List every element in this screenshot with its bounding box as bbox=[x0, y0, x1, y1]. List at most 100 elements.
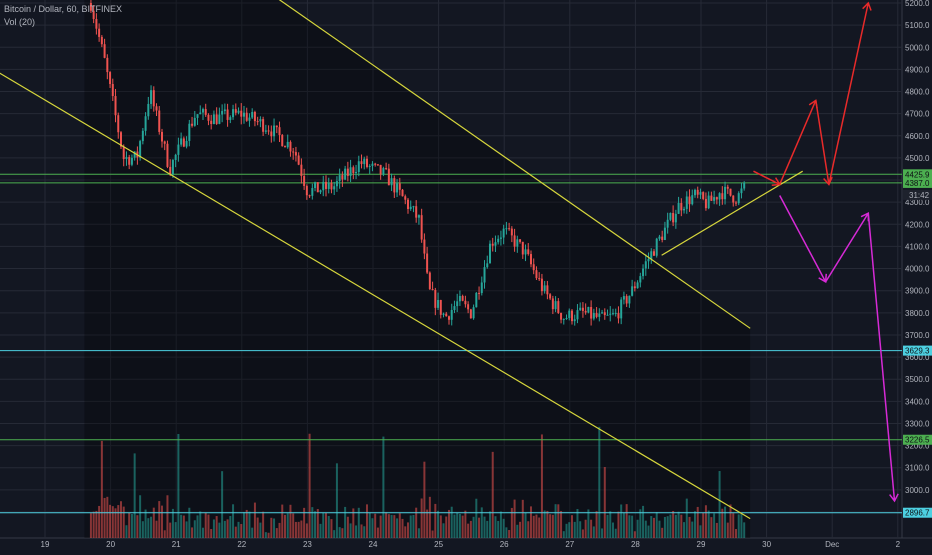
candle-body bbox=[617, 313, 620, 319]
projection-segment[interactable] bbox=[753, 170, 781, 186]
candle-body bbox=[128, 157, 131, 165]
candle-body bbox=[188, 123, 191, 141]
time-tick-label: 22 bbox=[237, 540, 246, 549]
candle-body bbox=[519, 239, 522, 242]
chart-legend: Bitcoin / Dollar, 60, BITFINEX Vol (20) bbox=[4, 3, 122, 29]
candle-body bbox=[644, 261, 647, 269]
candle-body bbox=[98, 28, 101, 37]
volume-bar bbox=[191, 527, 194, 538]
candle-body bbox=[480, 282, 483, 294]
volume-bar bbox=[502, 518, 505, 538]
candle-body bbox=[109, 72, 112, 84]
volume-bar bbox=[691, 521, 694, 538]
projection-segment[interactable] bbox=[825, 212, 869, 283]
volume-bar bbox=[519, 521, 522, 538]
volume-bar bbox=[486, 520, 489, 538]
candle-body bbox=[379, 164, 382, 175]
volume-bar bbox=[371, 518, 374, 538]
volume-bar bbox=[89, 513, 92, 538]
candle-body bbox=[303, 176, 306, 186]
candle-body bbox=[251, 112, 254, 118]
price-tick-label: 3500.0 bbox=[905, 375, 930, 384]
volume-bar bbox=[737, 514, 740, 538]
volume-bar bbox=[663, 516, 666, 538]
volume-indicator-label[interactable]: Vol (20) bbox=[4, 17, 36, 27]
trend-line-channel-upper[interactable] bbox=[275, 0, 751, 329]
candle-body bbox=[642, 268, 645, 277]
candle-body bbox=[385, 168, 388, 170]
candle-body bbox=[316, 182, 319, 193]
projection-segment[interactable] bbox=[815, 100, 830, 185]
trend-line-channel-lower[interactable] bbox=[0, 65, 751, 520]
volume-bar bbox=[264, 532, 267, 538]
volume-bar bbox=[579, 521, 582, 538]
candle-body bbox=[273, 125, 276, 137]
volume-bar bbox=[524, 512, 527, 538]
candle-body bbox=[598, 313, 601, 317]
candle-body bbox=[557, 301, 560, 313]
volume-bar bbox=[729, 504, 732, 538]
price-tick-label: 3800.0 bbox=[905, 309, 930, 318]
candle-body bbox=[270, 131, 273, 137]
candle-body bbox=[398, 183, 401, 190]
volume-bar bbox=[232, 504, 235, 538]
candle-body bbox=[374, 163, 377, 165]
volume-bar bbox=[557, 504, 560, 538]
candle-body bbox=[475, 292, 478, 308]
projection-segment[interactable] bbox=[867, 213, 896, 501]
time-tick-label: 2 bbox=[896, 540, 901, 549]
volume-bar bbox=[428, 496, 431, 538]
volume-bar bbox=[532, 515, 535, 538]
candle-body bbox=[158, 110, 161, 132]
candle-body bbox=[344, 168, 347, 180]
volume-bar bbox=[294, 521, 297, 538]
volume-bar bbox=[628, 515, 631, 538]
volume-bar bbox=[592, 526, 595, 538]
candle-body bbox=[182, 138, 185, 147]
volume-bar bbox=[642, 505, 645, 538]
candle-body bbox=[150, 90, 153, 104]
projection-segment[interactable] bbox=[779, 195, 827, 283]
candle-body bbox=[294, 152, 297, 156]
candle-body bbox=[669, 212, 672, 220]
level-label-box bbox=[903, 177, 932, 188]
symbol-title[interactable]: Bitcoin / Dollar, 60, BITFINEX bbox=[4, 4, 123, 14]
volume-bar bbox=[319, 523, 322, 538]
price-tick-label: 3400.0 bbox=[905, 397, 930, 406]
candle-body bbox=[275, 125, 278, 128]
level-label-text: 2896.7 bbox=[905, 509, 930, 518]
horizontal-levels[interactable] bbox=[0, 173, 902, 514]
candle-body bbox=[661, 236, 664, 240]
candle-body bbox=[226, 109, 229, 120]
candle-body bbox=[229, 117, 232, 120]
candle-body bbox=[478, 292, 481, 294]
volume-bar bbox=[376, 527, 379, 538]
candle-body bbox=[144, 116, 147, 131]
projection-arrows[interactable] bbox=[753, 1, 899, 503]
volume-bar bbox=[125, 525, 128, 538]
volume-bar bbox=[661, 527, 664, 538]
candle-body bbox=[412, 206, 415, 208]
volume-bar bbox=[256, 517, 259, 538]
projection-segment[interactable] bbox=[828, 2, 870, 185]
volume-bar bbox=[447, 509, 450, 538]
candle-body bbox=[396, 183, 399, 193]
volume-bar bbox=[109, 504, 112, 538]
projection-segment[interactable] bbox=[779, 100, 817, 185]
candle-body bbox=[368, 165, 371, 167]
volume-bar bbox=[240, 524, 243, 538]
candle-body bbox=[726, 186, 729, 189]
candle-body bbox=[207, 114, 210, 121]
time-tick-label: Dec bbox=[825, 540, 839, 549]
candle-body bbox=[256, 121, 259, 123]
candle-body bbox=[174, 154, 177, 161]
price-tick-label: 3600.0 bbox=[905, 353, 930, 362]
volume-bar bbox=[546, 510, 549, 538]
time-axis[interactable]: 19 20 21 22 23 24 25 26 27 28 29 30 Dec 2 bbox=[41, 540, 901, 549]
candle-body bbox=[568, 310, 571, 319]
candle-body bbox=[204, 109, 207, 115]
candle-body bbox=[488, 243, 491, 264]
volume-bar bbox=[355, 525, 358, 538]
